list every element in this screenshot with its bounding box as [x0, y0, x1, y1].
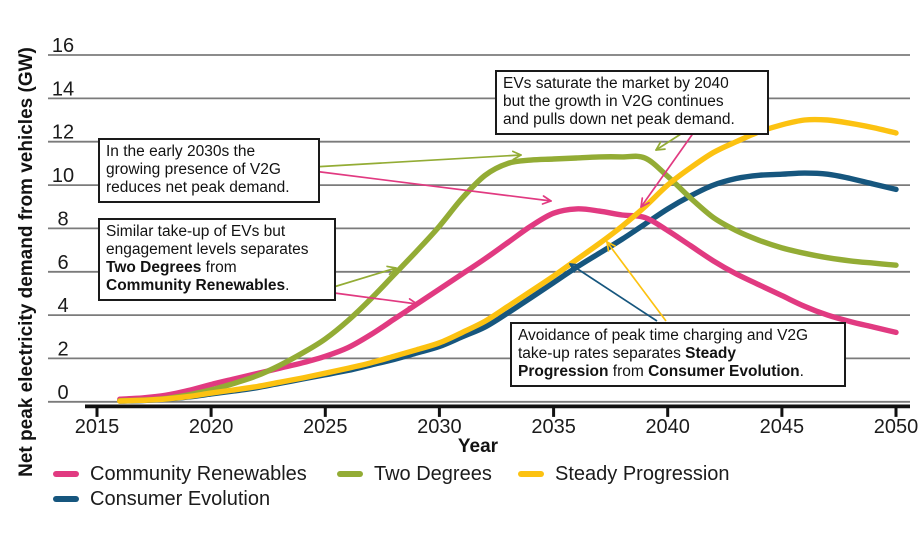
annotation-text-line: Similar take-up of EVs but [106, 223, 328, 241]
x-tick-label-2040: 2040 [645, 416, 690, 438]
annotation-text: take-up rates separates [518, 345, 686, 362]
annotation-text: EVs saturate the market by 2040 [503, 75, 729, 92]
annotation-arrow-avoidance-peak-charging-consumer_evolution [569, 263, 658, 322]
legend-label-consumer_evolution: Consumer Evolution [90, 487, 271, 510]
annotation-text: from [608, 363, 649, 380]
x-tick-label-2050: 2050 [874, 416, 919, 438]
y-tick-label-4: 4 [57, 295, 68, 317]
legend-swatch-community_renewables [53, 471, 79, 477]
annotation-arrowhead-evs-saturate-community_renewables [640, 201, 650, 208]
series-line-two_degrees [117, 153, 899, 404]
annotation-scenario-name: Consumer Evolution [648, 363, 800, 380]
legend-swatch-consumer_evolution [53, 496, 79, 502]
annotation-text: growing presence of V2G [106, 161, 281, 178]
annotation-scenario-name: Two Degrees [106, 259, 202, 276]
legend-item-steady_progression: Steady Progression [518, 462, 730, 485]
annotation-arrowhead-early-2030s-v2g-two_degrees [512, 154, 522, 161]
legend-item-consumer_evolution: Consumer Evolution [53, 487, 271, 510]
series-line-community_renewables [117, 206, 899, 402]
annotation-text: Avoidance of peak time charging and V2G [518, 327, 809, 344]
y-axis-title: Net peak electricity demand from vehicle… [16, 47, 37, 477]
annotation-text-line: In the early 2030s the [106, 143, 312, 161]
annotation-arrowhead-evs-saturate-community_renewables [640, 197, 644, 208]
legend-item-community_renewables: Community Renewables [53, 462, 307, 485]
annotation-arrow-evs-saturate-two_degrees [655, 131, 685, 151]
x-tick-label-2025: 2025 [303, 416, 348, 438]
annotation-text-line: reduces net peak demand. [106, 179, 312, 197]
annotation-scenario-name: Steady [685, 345, 736, 362]
annotation-text: engagement levels separates [106, 241, 309, 258]
annotation-arrowhead-early-2030s-v2g-community_renewables [542, 195, 552, 202]
y-tick-label-8: 8 [57, 208, 68, 230]
annotation-arrowhead-early-2030s-v2g-community_renewables [541, 200, 552, 205]
y-tick-label-12: 12 [52, 122, 74, 144]
annotation-arrowhead-similar-take-up-two_degrees [388, 267, 397, 276]
annotation-text: . [285, 277, 290, 294]
annotation-text-line: Two Degrees from [106, 259, 328, 277]
annotation-arrowhead-avoidance-peak-charging-steady_progression [606, 241, 610, 252]
annotation-text-line: Avoidance of peak time charging and V2G [518, 327, 838, 345]
annotation-text-line: and pulls down net peak demand. [503, 111, 761, 129]
y-tick-label-6: 6 [57, 252, 68, 274]
legend-swatch-two_degrees [337, 471, 363, 477]
legend-label-community_renewables: Community Renewables [90, 462, 307, 485]
legend-label-steady_progression: Steady Progression [555, 462, 730, 485]
annotation-text-line: EVs saturate the market by 2040 [503, 75, 761, 93]
annotation-arrowhead-avoidance-peak-charging-consumer_evolution [569, 263, 580, 266]
x-axis-title: Year [457, 436, 499, 457]
annotation-box-avoidance-peak-charging: Avoidance of peak time charging and V2G t… [510, 322, 846, 387]
annotation-scenario-name: Progression [518, 363, 609, 380]
y-tick-label-16: 16 [52, 35, 74, 57]
x-tick-label-2015: 2015 [75, 416, 120, 438]
annotation-text: reduces net peak demand. [106, 179, 290, 196]
annotation-text-line: take-up rates separates Steady [518, 345, 838, 363]
y-tick-label-10: 10 [52, 165, 74, 187]
y-tick-label-14: 14 [52, 78, 74, 100]
x-tick-label-2045: 2045 [760, 416, 805, 438]
annotation-text-line: growing presence of V2G [106, 161, 312, 179]
annotation-text: from [201, 259, 237, 276]
legend-swatch-steady_progression [518, 471, 544, 477]
legend-label-two_degrees: Two Degrees [374, 462, 492, 485]
annotation-arrow-similar-take-up-community_renewables [326, 291, 418, 305]
x-tick-label-2020: 2020 [189, 416, 234, 438]
annotation-arrow-early-2030s-v2g-community_renewables [312, 170, 552, 202]
annotation-text-line: Community Renewables. [106, 277, 328, 295]
annotation-text: but the growth in V2G continues [503, 93, 724, 110]
annotation-text-line: engagement levels separates [106, 241, 328, 259]
annotation-arrowhead-similar-take-up-community_renewables [407, 303, 418, 308]
annotation-text: . [799, 363, 804, 380]
y-tick-label-2: 2 [57, 338, 68, 360]
x-tick-label-2035: 2035 [531, 416, 576, 438]
annotation-text: Similar take-up of EVs but [106, 223, 286, 240]
annotation-scenario-name: Community Renewables [106, 277, 286, 294]
annotation-arrowhead-similar-take-up-two_degrees [386, 265, 397, 269]
annotation-box-evs-saturate: EVs saturate the market by 2040 but the g… [495, 70, 769, 135]
annotation-text: and pulls down net peak demand. [503, 111, 735, 128]
annotation-arrow-similar-take-up-two_degrees [326, 267, 397, 290]
annotation-text-line: Progression from Consumer Evolution. [518, 363, 838, 381]
annotation-arrow-evs-saturate-community_renewables [640, 131, 695, 208]
annotation-arrowhead-avoidance-peak-charging-consumer_evolution [569, 263, 576, 273]
annotation-text: In the early 2030s the [106, 143, 256, 160]
annotation-box-similar-take-up: Similar take-up of EVs but engagement lev… [98, 218, 336, 301]
x-tick-label-2030: 2030 [417, 416, 462, 438]
annotation-arrowhead-avoidance-peak-charging-steady_progression [606, 241, 616, 247]
annotation-arrowhead-early-2030s-v2g-two_degrees [511, 150, 522, 156]
annotation-text-line: but the growth in V2G continues [503, 93, 761, 111]
annotation-arrowhead-similar-take-up-community_renewables [408, 298, 418, 305]
annotation-arrow-early-2030s-v2g-two_degrees [312, 154, 522, 168]
y-tick-label-0: 0 [57, 382, 68, 404]
annotation-arrow-avoidance-peak-charging-steady_progression [606, 241, 667, 322]
annotation-arrowhead-evs-saturate-two_degrees [655, 141, 662, 151]
annotation-arrowhead-evs-saturate-two_degrees [655, 148, 666, 151]
legend-item-two_degrees: Two Degrees [337, 462, 492, 485]
annotation-box-early-2030s-v2g: In the early 2030s the growing presence o… [98, 138, 320, 203]
